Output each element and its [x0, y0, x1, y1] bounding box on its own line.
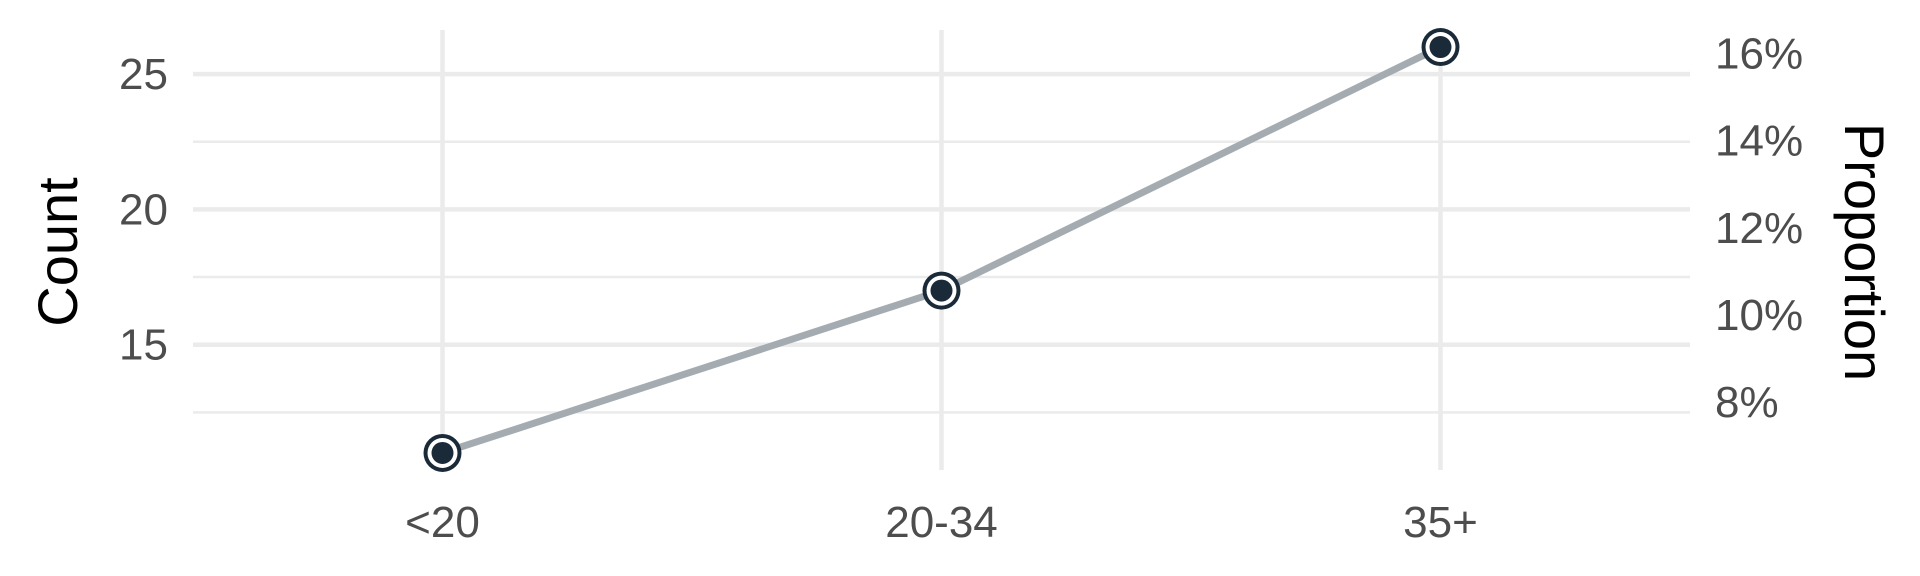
y2-tick-label: 10%: [1715, 291, 1803, 340]
y-tick-label: 20: [119, 185, 168, 234]
x-tick-label: 35+: [1403, 498, 1478, 547]
y2-tick-label: 12%: [1715, 204, 1803, 253]
series-count: [423, 28, 1460, 472]
right-axis-ticks: 8% 10% 12% 14% 16%: [1715, 30, 1803, 428]
x-axis-ticks: <20 20-34 35+: [405, 498, 1478, 547]
grid-lines: [193, 30, 1690, 470]
y2-tick-label: 8%: [1715, 378, 1779, 427]
y-axis-title-left: Count: [26, 177, 89, 327]
data-point: [930, 279, 953, 302]
y-tick-label: 15: [119, 321, 168, 370]
y2-tick-label: 16%: [1715, 30, 1803, 79]
y-axis-title-right: Proportion: [1833, 123, 1896, 381]
x-tick-label: 20-34: [885, 498, 998, 547]
data-point: [1429, 36, 1452, 59]
x-tick-label: <20: [405, 498, 480, 547]
left-axis-ticks: 15 20 25: [119, 50, 168, 370]
y2-tick-label: 14%: [1715, 117, 1803, 166]
y-tick-label: 25: [119, 50, 168, 99]
data-point: [431, 441, 454, 464]
